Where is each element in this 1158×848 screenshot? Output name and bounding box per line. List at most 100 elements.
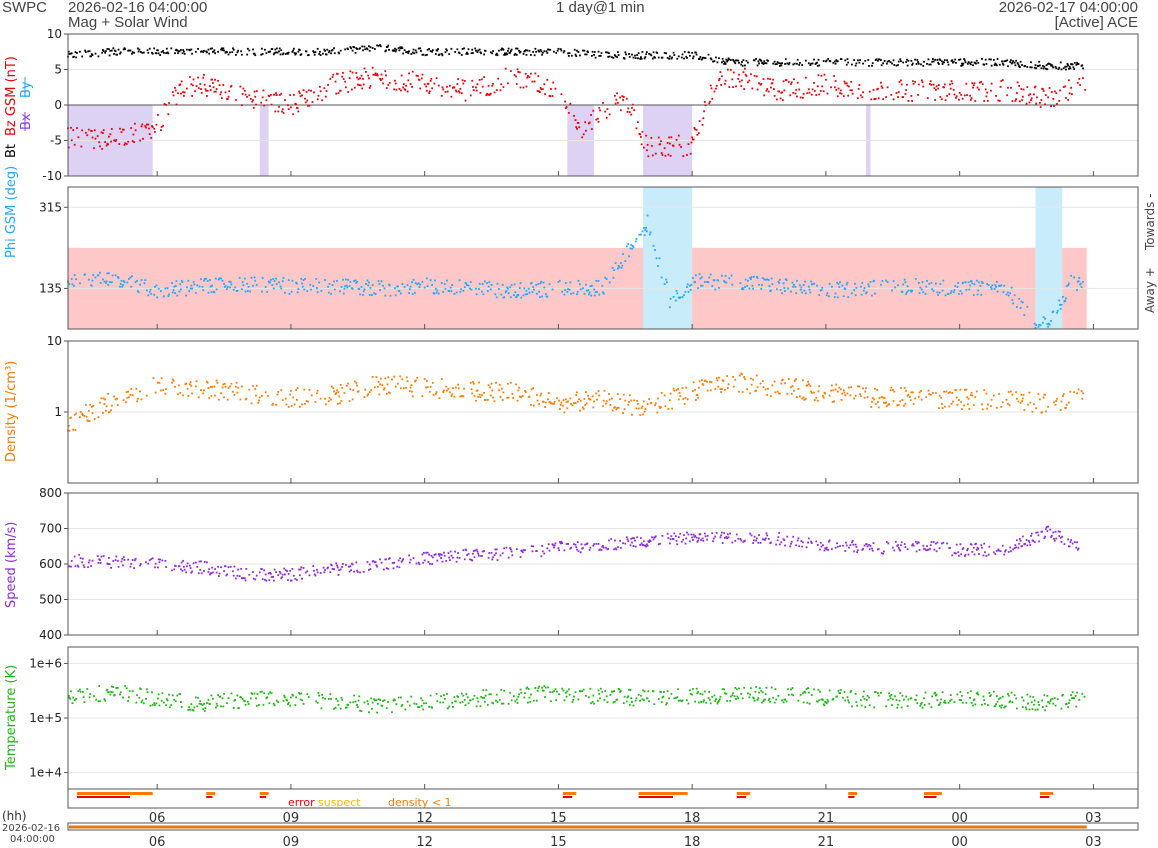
bt-point-529	[775, 63, 778, 65]
temperature-point-607	[890, 694, 893, 696]
phi-point-659	[962, 281, 965, 284]
bt-point-309	[491, 52, 494, 55]
bz-point-19	[96, 135, 99, 137]
density-point-621	[918, 391, 921, 394]
bt-point-348	[534, 47, 537, 50]
phi-point-549	[801, 291, 804, 294]
phi-point-54	[145, 289, 148, 292]
bt-point-701	[1012, 60, 1015, 62]
density-point-504	[771, 384, 774, 387]
density-point-612	[906, 394, 909, 397]
density-point-710	[1055, 400, 1058, 402]
temperature-point-298	[485, 689, 488, 692]
quality-strip-frame	[67, 788, 1139, 809]
bz-point-341	[491, 84, 494, 87]
speed-point-592	[877, 548, 880, 550]
density-point-418	[654, 404, 656, 407]
density-point-324	[542, 400, 545, 403]
speed-point-330	[521, 550, 523, 553]
phi-point-556	[809, 291, 812, 294]
phi-point-616	[904, 281, 907, 284]
phi-point-708	[1033, 322, 1036, 325]
bt-point-590	[871, 62, 874, 65]
bz-point-455	[660, 152, 663, 154]
phi-point-151	[271, 284, 274, 286]
phi-point-656	[959, 290, 962, 292]
bz-point-706	[987, 99, 989, 102]
density-point-357	[579, 409, 581, 412]
density-point-454	[700, 379, 703, 381]
density-point-469	[719, 388, 722, 391]
bt-point-538	[786, 62, 789, 65]
speed-point-344	[547, 543, 550, 546]
bt-point-682	[990, 64, 993, 67]
bz-point-201	[321, 99, 324, 102]
phi-point-625	[917, 282, 920, 284]
phi-point-476	[703, 281, 706, 283]
phi-point-368	[561, 290, 564, 293]
speed-point-663	[975, 548, 978, 551]
speed-point-575	[854, 543, 857, 546]
speed-point-440	[670, 535, 673, 538]
bt-point-714	[1029, 66, 1032, 69]
speed-point-196	[336, 564, 338, 567]
bt-point-28	[107, 48, 110, 51]
density-point-525	[799, 395, 801, 398]
temperature-point-736	[1053, 697, 1056, 700]
temperature-point-138	[253, 692, 256, 695]
phi-point-36	[120, 279, 123, 282]
source-label[interactable]: [Active] ACE	[1054, 14, 1138, 31]
bz-point-416	[608, 113, 611, 116]
bt-point-88	[183, 52, 186, 55]
phi-point-634	[928, 282, 931, 285]
speed-point-340	[541, 544, 543, 547]
temperature-point-150	[268, 702, 271, 705]
temperature-point-35	[115, 687, 118, 689]
bt-point-374	[573, 48, 576, 51]
phi-point-166	[291, 279, 294, 282]
density-point-124	[254, 388, 257, 390]
bz-point-18	[94, 137, 97, 140]
phi-point-540	[791, 281, 794, 284]
hour-label-top-3: 15	[550, 811, 567, 826]
bt-point-481	[718, 57, 720, 60]
density-point-286	[490, 382, 493, 385]
speed-point-460	[692, 533, 695, 536]
phi-point-643	[941, 289, 944, 292]
temperature-point-486	[733, 695, 736, 698]
bt-point-558	[817, 58, 820, 61]
temperature-point-616	[900, 706, 903, 709]
bt-point-260	[419, 47, 422, 50]
phi-point-421	[629, 247, 632, 250]
bz-point-476	[691, 136, 694, 139]
bt-point-294	[467, 48, 470, 51]
bt-point-506	[744, 64, 746, 67]
phi-point-31	[114, 274, 117, 277]
bt-point-292	[466, 51, 468, 54]
quality-error-mark-4	[638, 796, 673, 798]
temperature-point-473	[717, 701, 720, 703]
phi-point-520	[766, 278, 769, 281]
speed-point-588	[871, 547, 873, 550]
speed-point-414	[639, 537, 642, 540]
bt-point-571	[836, 60, 839, 63]
bz-point-631	[890, 93, 893, 96]
density-point-415	[648, 398, 650, 401]
density-point-351	[573, 402, 575, 404]
bz-point-757	[1056, 102, 1058, 105]
speed-point-30	[110, 566, 112, 569]
speed-point-8	[78, 553, 81, 556]
phi-point-701	[1015, 306, 1018, 308]
phi-point-574	[836, 296, 839, 299]
temperature-point-9	[78, 688, 81, 691]
temperature-point-226	[381, 704, 384, 707]
phi-point-550	[802, 284, 805, 286]
bt-point-417	[636, 54, 639, 56]
temperature-point-580	[849, 691, 852, 694]
speed-point-336	[532, 545, 535, 548]
speed-point-448	[679, 532, 682, 535]
speed-point-385	[602, 544, 604, 547]
bt-point-244	[399, 47, 402, 50]
density-point-348	[569, 397, 572, 400]
phi-point-142	[255, 284, 258, 286]
